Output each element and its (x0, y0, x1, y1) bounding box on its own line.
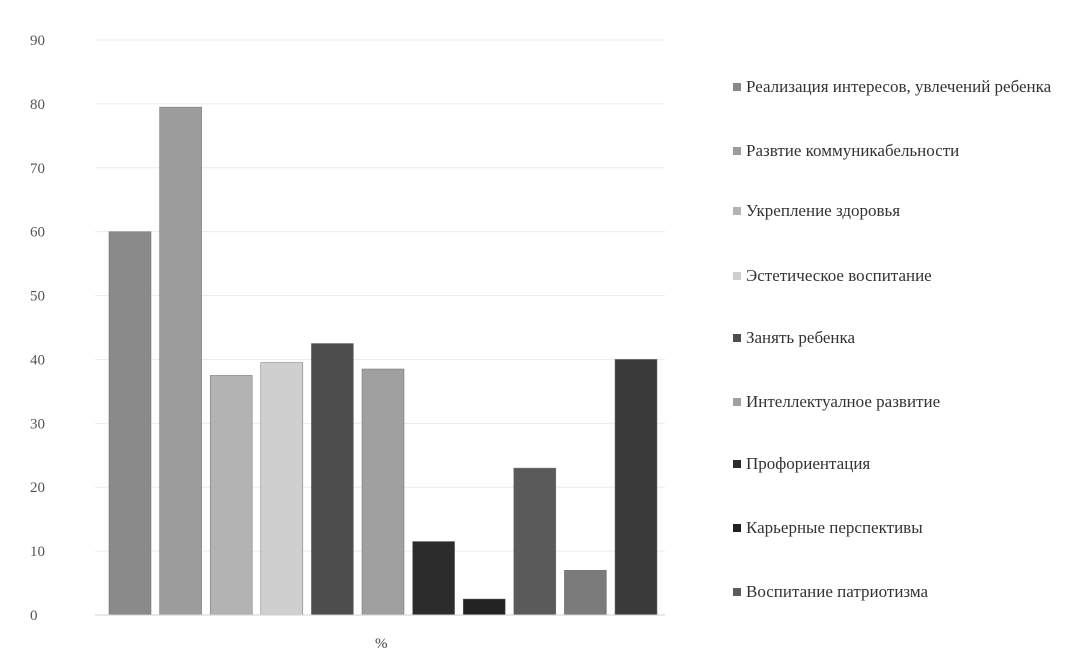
legend-swatch (733, 524, 741, 532)
bar (614, 359, 658, 616)
y-tick-label: 70 (30, 161, 45, 177)
bar (260, 362, 304, 616)
legend-swatch (733, 272, 741, 280)
y-tick-label: 0 (30, 608, 38, 624)
legend-item: Карьерные перспективы (733, 517, 1078, 539)
legend-label: Профориентация (746, 454, 871, 473)
y-tick-label: 20 (30, 480, 45, 496)
bar (513, 467, 557, 616)
legend-item: Интеллектуалное развитие (733, 391, 1078, 413)
legend-item: Развтие коммуникабельности (733, 140, 1078, 162)
legend-swatch (733, 147, 741, 155)
y-tick-label: 50 (30, 289, 45, 305)
bar (311, 343, 354, 616)
legend-swatch (733, 334, 741, 342)
bar (564, 570, 607, 616)
legend-label: Воспитание патриотизма (746, 582, 929, 601)
y-tick-label: 40 (30, 352, 45, 368)
legend-label: Интеллектуалное развитие (746, 392, 941, 411)
bar (108, 231, 152, 616)
legend-swatch (733, 398, 741, 406)
legend-item: Укрепление здоровья (733, 200, 1078, 222)
y-tick-label: 10 (30, 544, 45, 560)
legend-label: Развтие коммуникабельности (746, 141, 960, 160)
legend-swatch (733, 460, 741, 468)
y-tick-label: 60 (30, 225, 45, 241)
bars (108, 106, 658, 616)
legend-label: Карьерные перспективы (746, 518, 923, 537)
x-category-label: % (375, 636, 388, 650)
bar (209, 375, 253, 616)
bar (412, 541, 455, 616)
legend-item: Реализация интересов, увлечений ребенка (733, 76, 1078, 98)
bar (462, 598, 506, 616)
legend-item: Воспитание патриотизма (733, 581, 1078, 603)
legend-label: Занять ребенка (746, 328, 856, 347)
bar (159, 106, 202, 616)
y-tick-label: 80 (30, 97, 45, 113)
y-axis: 0 10 20 30 40 50 60 70 80 90 (30, 33, 45, 624)
legend-swatch (733, 588, 741, 596)
legend-item: Занять ребенка (733, 327, 1078, 349)
legend-label: Эстетическое воспитание (746, 266, 932, 285)
legend-swatch (733, 207, 741, 215)
legend-label: Укрепление здоровья (746, 201, 901, 220)
y-tick-label: 90 (30, 33, 45, 49)
legend-item: Эстетическое воспитание (733, 265, 1078, 287)
y-tick-label: 30 (30, 416, 45, 432)
bar (361, 368, 405, 616)
legend-swatch (733, 83, 741, 91)
legend-item: Профориентация (733, 453, 1078, 475)
legend-label: Реализация интересов, увлечений ребенка (746, 77, 1052, 96)
